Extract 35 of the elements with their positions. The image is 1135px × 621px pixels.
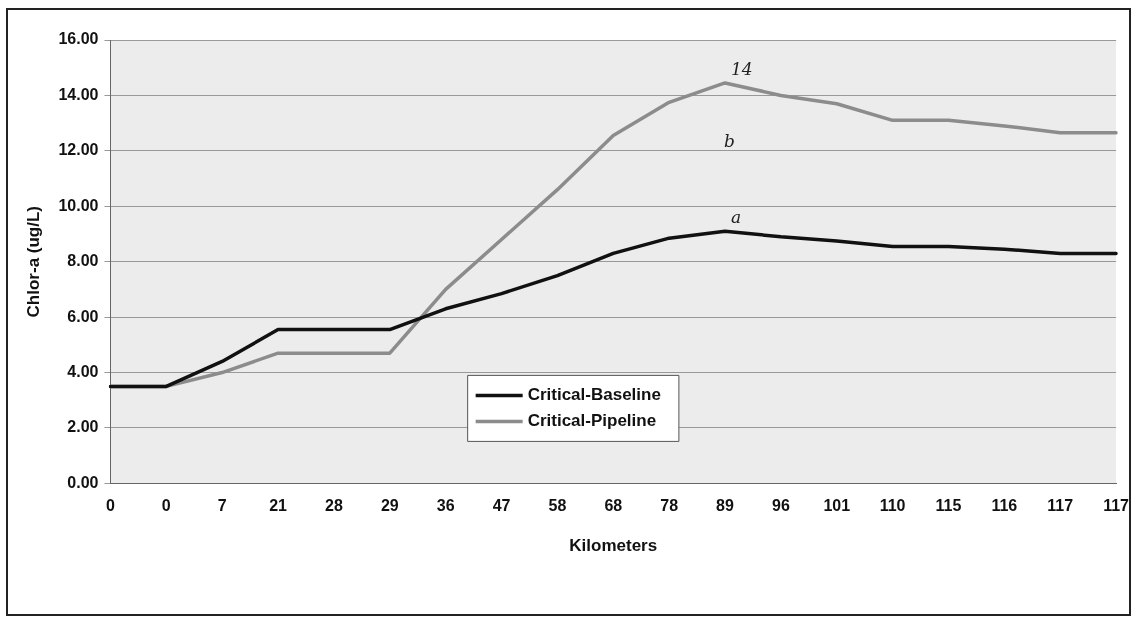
x-tick-label: 28 (325, 497, 343, 515)
y-tick-label: 2.00 (67, 418, 99, 436)
x-tick-label: 0 (105, 497, 115, 515)
x-tick-label: 96 (771, 497, 790, 515)
x-tick-label: 117 (1047, 497, 1074, 515)
x-tick-label: 36 (436, 497, 455, 515)
x-tick-label: 116 (991, 497, 1018, 515)
legend-label: Critical-Baseline (527, 385, 661, 405)
x-axis-title: Kilometers (569, 536, 658, 556)
annotation: a (731, 207, 742, 228)
x-tick-label: 117 (1103, 497, 1130, 515)
y-tick-label: 0.00 (67, 473, 99, 491)
x-tick-label: 115 (935, 497, 962, 515)
x-tick-label: 47 (492, 497, 511, 515)
annotation: b (723, 130, 735, 151)
y-tick-label: 16.00 (58, 30, 99, 48)
x-tick-label: 101 (823, 497, 851, 515)
legend-label: Critical-Pipeline (527, 411, 657, 431)
y-tick-label: 14.00 (58, 85, 99, 103)
x-tick-label: 78 (660, 497, 679, 515)
x-tick-label: 7 (217, 497, 227, 515)
y-axis-title: Chlor-a (ug/L) (23, 205, 43, 318)
x-tick-label: 21 (269, 497, 288, 515)
y-tick-label: 6.00 (67, 307, 99, 325)
y-tick-label: 4.00 (67, 362, 99, 380)
annotation: 14 (731, 58, 753, 79)
x-tick-label: 29 (380, 497, 399, 515)
x-tick-label: 110 (879, 497, 906, 515)
y-tick-label: 8.00 (67, 252, 99, 270)
x-tick-label: 0 (161, 497, 171, 515)
y-tick-label: 10.00 (58, 196, 99, 214)
x-tick-label: 58 (548, 497, 567, 515)
x-tick-label: 89 (716, 497, 735, 515)
y-tick-label: 12.00 (58, 141, 99, 159)
x-tick-label: 68 (604, 497, 623, 515)
